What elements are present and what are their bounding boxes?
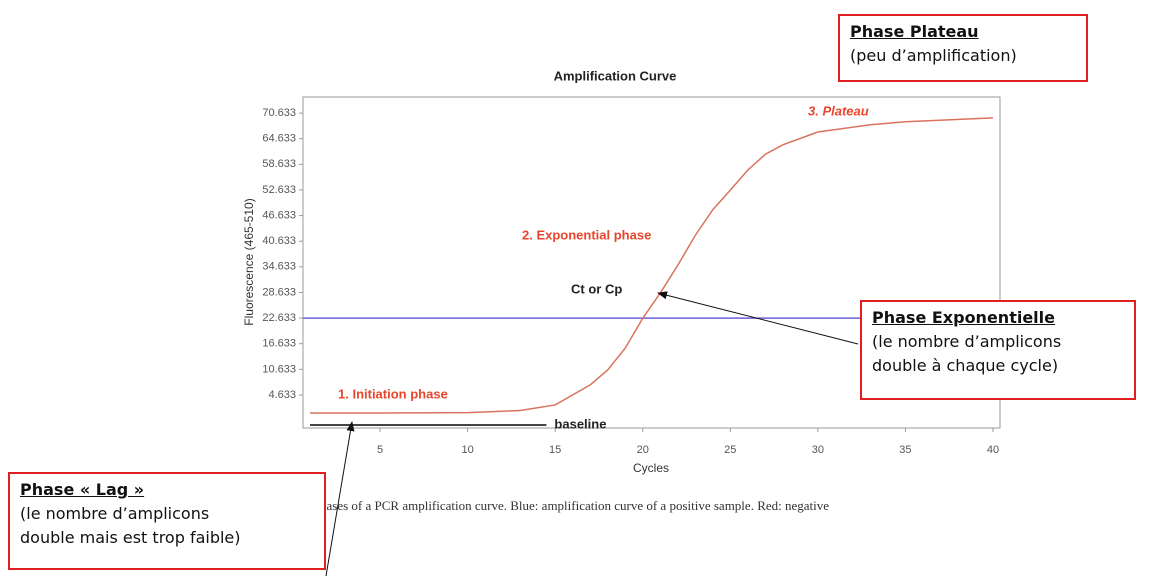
annotation-box: Phase « Lag » (le nombre d’amplicons dou… [8, 472, 326, 570]
box-title: Phase Exponentielle [872, 308, 1055, 327]
x-tick-label: 30 [812, 444, 824, 456]
baseline-label: baseline [554, 416, 606, 431]
box-title: Phase Plateau [850, 22, 979, 41]
annotation-box: Phase Exponentielle (le nombre d’amplico… [860, 300, 1136, 400]
phase-label: 3. Plateau [808, 103, 869, 118]
y-tick-label: 16.633 [262, 338, 296, 350]
y-tick-label: 40.633 [262, 235, 296, 247]
ct-label: Ct or Cp [571, 281, 622, 296]
x-tick-label: 10 [461, 444, 473, 456]
plot-area [302, 96, 1001, 429]
box-line: (le nombre d’amplicons [872, 332, 1062, 351]
box-line: (le nombre d’amplicons [20, 504, 210, 523]
y-tick-label: 4.633 [268, 389, 296, 401]
annotation-box: Phase Plateau (peu d’amplification) [838, 14, 1088, 82]
x-tick-label: 15 [549, 444, 561, 456]
y-tick-label: 64.633 [262, 133, 296, 145]
x-tick-label: 5 [377, 444, 383, 456]
y-tick-label: 34.633 [262, 261, 296, 273]
curve [310, 117, 994, 414]
x-axis-label: Cycles [633, 461, 669, 475]
y-tick-label: 10.633 [262, 363, 296, 375]
box-line: double mais est trop faible) [20, 528, 241, 547]
phase-label: 1. Initiation phase [338, 386, 448, 401]
x-tick-label: 20 [637, 444, 649, 456]
x-tick-label: 25 [724, 444, 736, 456]
y-tick-label: 46.633 [262, 209, 296, 221]
x-tick-label: 35 [899, 444, 911, 456]
y-tick-label: 58.633 [262, 158, 296, 170]
y-tick-label: 28.633 [262, 286, 296, 298]
box-title: Phase « Lag » [20, 480, 145, 499]
y-axis-label: Fluorescence (465-510) [242, 198, 256, 325]
chart-title: Amplification Curve [554, 68, 677, 83]
box-line: (peu d’amplification) [850, 46, 1017, 65]
caption: hases of a PCR amplification curve. Blue… [320, 498, 829, 513]
box-line: double à chaque cycle) [872, 356, 1059, 375]
y-tick-label: 52.633 [262, 184, 296, 196]
x-tick-label: 40 [987, 444, 999, 456]
y-tick-label: 22.633 [262, 312, 296, 324]
y-tick-label: 70.633 [262, 107, 296, 119]
phase-label: 2. Exponential phase [522, 227, 651, 242]
